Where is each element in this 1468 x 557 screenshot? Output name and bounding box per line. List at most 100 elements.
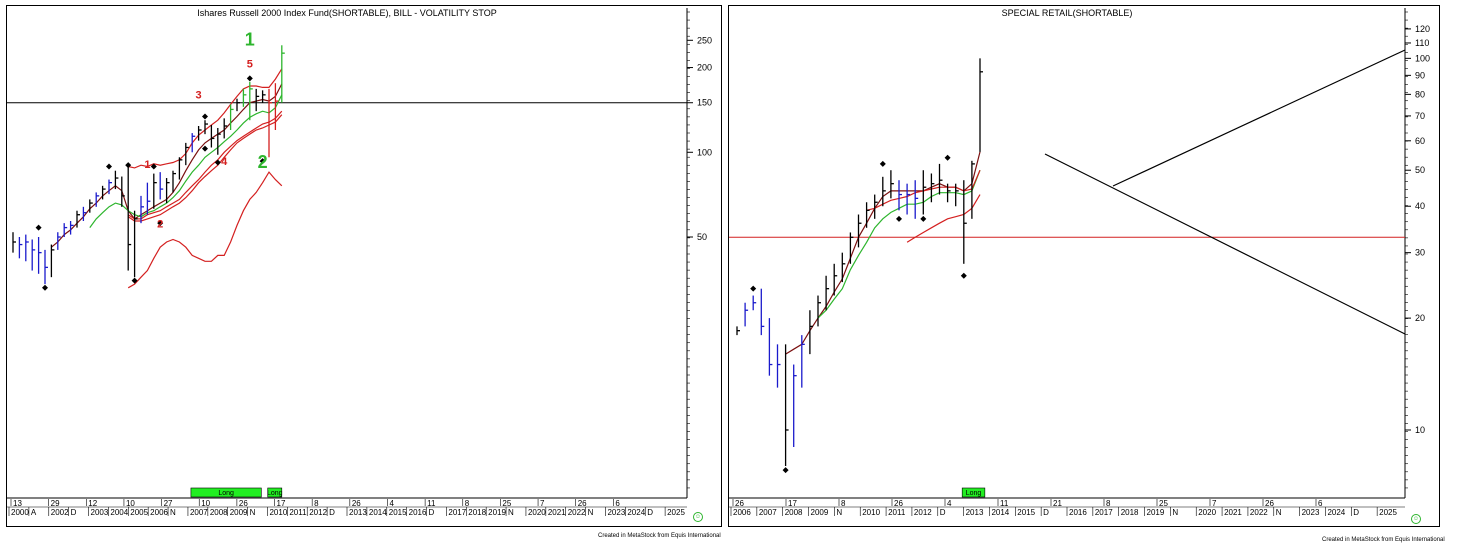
signal-diamond bbox=[202, 113, 208, 120]
signal-long-bar bbox=[961, 487, 986, 498]
x-day-label: 27 bbox=[164, 499, 173, 508]
x-year-label: 2011 bbox=[289, 508, 307, 517]
x-year-label: 2024 bbox=[1327, 508, 1345, 517]
signal-diamond bbox=[920, 215, 927, 222]
x-year-label: 2021 bbox=[1224, 508, 1242, 517]
x-day-label: 6 bbox=[1318, 499, 1323, 508]
x-day-label: 17 bbox=[788, 499, 797, 508]
x-year-label: 2013 bbox=[966, 508, 984, 517]
chart-panel-left: Ishares Russell 2000 Index Fund(SHORTABL… bbox=[6, 5, 722, 527]
x-year-label: N bbox=[508, 508, 514, 517]
x-day-label: 10 bbox=[201, 499, 210, 508]
x-year-label: 2018 bbox=[468, 508, 486, 517]
signal-diamond bbox=[131, 277, 138, 284]
signal-diamond bbox=[879, 160, 886, 167]
x-year-label: 2000 bbox=[11, 508, 29, 517]
x-year-label: 2022 bbox=[568, 508, 586, 517]
x-year-label: 2020 bbox=[528, 508, 546, 517]
signal-diamond bbox=[750, 285, 757, 292]
x-year-label: 2017 bbox=[1095, 508, 1113, 517]
x-day-label: 11 bbox=[1000, 499, 1009, 508]
y-tick-label: 100 bbox=[697, 147, 712, 157]
y-tick-label: 200 bbox=[697, 63, 712, 73]
x-day-label: 26 bbox=[1265, 499, 1274, 508]
series-line-3 bbox=[906, 194, 981, 243]
x-year-label: 2012 bbox=[309, 508, 327, 517]
signal-diamond bbox=[35, 224, 42, 231]
x-day-label: 8 bbox=[465, 499, 470, 508]
signal-diamond bbox=[960, 272, 967, 279]
signal-diamond bbox=[157, 220, 164, 227]
x-year-label: 2019 bbox=[488, 508, 506, 517]
x-year-label: 2020 bbox=[1198, 508, 1216, 517]
x-day-label: 8 bbox=[1106, 499, 1111, 508]
x-year-label: N bbox=[836, 508, 842, 517]
annotation-label: 2 bbox=[258, 152, 268, 172]
signal-diamond bbox=[106, 163, 112, 170]
x-year-label: 2007 bbox=[759, 508, 777, 517]
x-day-label: 25 bbox=[502, 499, 511, 508]
x-year-label: 2006 bbox=[733, 508, 751, 517]
x-year-label: 2016 bbox=[1069, 508, 1087, 517]
x-day-label: 21 bbox=[1053, 499, 1062, 508]
smiley-icon: ☺ bbox=[693, 512, 703, 522]
signal-diamond bbox=[259, 158, 266, 165]
signal-diamond bbox=[150, 163, 157, 170]
x-year-label: 2007 bbox=[190, 508, 208, 517]
x-year-label: 2004 bbox=[110, 508, 128, 517]
annotation-label: 4 bbox=[221, 156, 228, 168]
x-year-label: 2025 bbox=[667, 508, 685, 517]
series-line-3 bbox=[127, 110, 283, 220]
x-year-label: 2003 bbox=[91, 508, 109, 517]
signal-diamond bbox=[214, 159, 221, 166]
annotation-label: 3 bbox=[196, 90, 202, 102]
x-day-label: 11 bbox=[427, 499, 436, 508]
x-year-label: 2016 bbox=[409, 508, 427, 517]
x-year-label: 2023 bbox=[1302, 508, 1320, 517]
x-year-label: N bbox=[588, 508, 594, 517]
x-day-label: 4 bbox=[389, 499, 394, 508]
y-tick-label: 10 bbox=[1415, 425, 1425, 435]
x-year-label: A bbox=[31, 508, 37, 517]
x-year-label: 2008 bbox=[785, 508, 803, 517]
signal-diamond bbox=[944, 154, 951, 161]
x-year-label: 2015 bbox=[1017, 508, 1035, 517]
y-tick-label: 50 bbox=[1415, 165, 1425, 175]
x-year-label: N bbox=[1172, 508, 1178, 517]
signal-diamond bbox=[246, 75, 253, 82]
x-day-label: 4 bbox=[947, 499, 952, 508]
x-year-label: 2023 bbox=[607, 508, 625, 517]
chart-title-left: Ishares Russell 2000 Index Fund(SHORTABL… bbox=[197, 8, 497, 18]
x-day-label: 26 bbox=[239, 499, 248, 508]
credit-right: Created in MetaStock from Equis Internat… bbox=[1322, 537, 1445, 543]
x-year-label: 2014 bbox=[369, 508, 387, 517]
x-year-label: 2009 bbox=[811, 508, 829, 517]
x-year-label: 2018 bbox=[1121, 508, 1139, 517]
x-year-label: 2024 bbox=[627, 508, 645, 517]
y-tick-label: 60 bbox=[1415, 136, 1425, 146]
x-year-label: 2017 bbox=[448, 508, 466, 517]
signal-diamond bbox=[42, 284, 48, 291]
y-tick-label: 70 bbox=[1415, 111, 1425, 121]
signal-long-label: Long bbox=[966, 490, 982, 497]
x-day-label: 26 bbox=[894, 499, 903, 508]
annotation-label: 5 bbox=[247, 59, 253, 71]
annotation-label: 1 bbox=[144, 159, 150, 171]
signal-diamond bbox=[202, 145, 208, 152]
x-year-label: 2015 bbox=[389, 508, 407, 517]
x-year-label: 2014 bbox=[991, 508, 1009, 517]
y-tick-label: 100 bbox=[1415, 53, 1430, 63]
y-tick-label: 120 bbox=[1415, 24, 1430, 34]
series-line-4 bbox=[127, 114, 283, 222]
series-line-0 bbox=[51, 83, 283, 248]
x-year-label: D bbox=[71, 508, 77, 517]
x-year-label: 2013 bbox=[349, 508, 367, 517]
x-year-label: 2008 bbox=[210, 508, 228, 517]
x-day-label: 6 bbox=[615, 499, 620, 508]
trend-line bbox=[1112, 49, 1406, 187]
y-tick-label: 150 bbox=[697, 98, 712, 108]
x-year-label: D bbox=[1353, 508, 1359, 517]
chart-svg-right: 10 20 30 40 50 60 70 80 90 100 110 120 Long 26 17 8 26 4 1… bbox=[729, 8, 1430, 517]
x-day-label: 13 bbox=[13, 499, 22, 508]
